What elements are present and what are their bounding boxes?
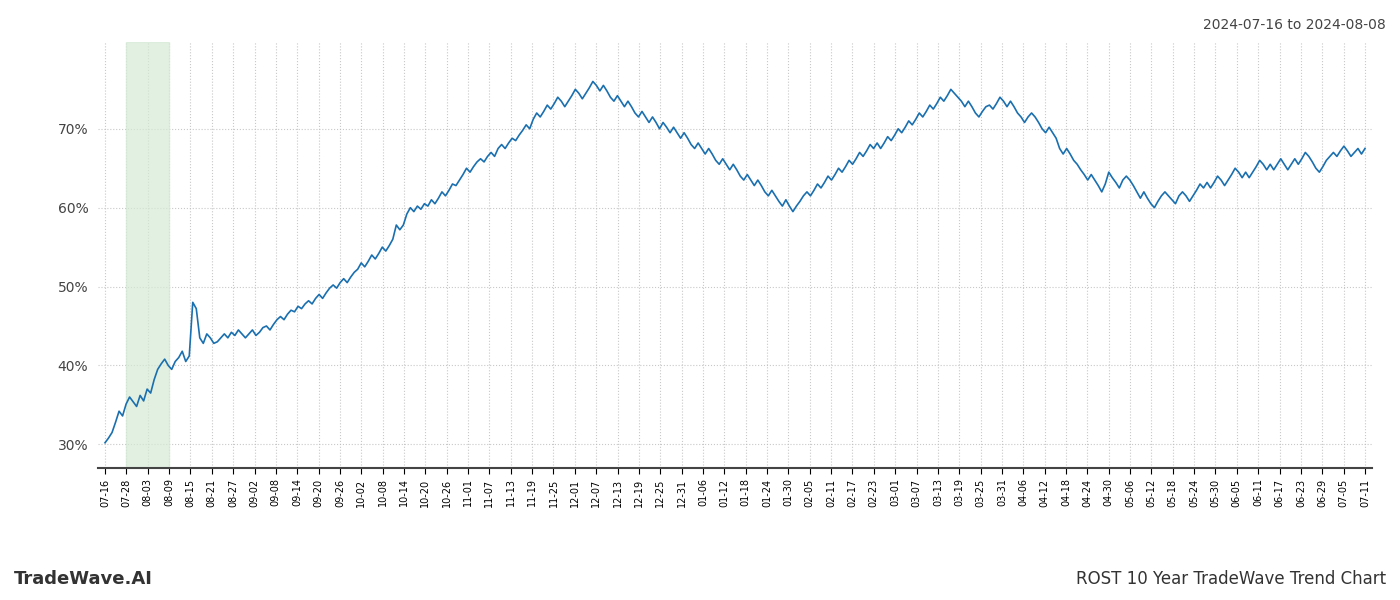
Text: 2024-07-16 to 2024-08-08: 2024-07-16 to 2024-08-08 [1203,18,1386,32]
Bar [126,42,169,468]
Text: ROST 10 Year TradeWave Trend Chart: ROST 10 Year TradeWave Trend Chart [1075,570,1386,588]
Text: TradeWave.AI: TradeWave.AI [14,570,153,588]
